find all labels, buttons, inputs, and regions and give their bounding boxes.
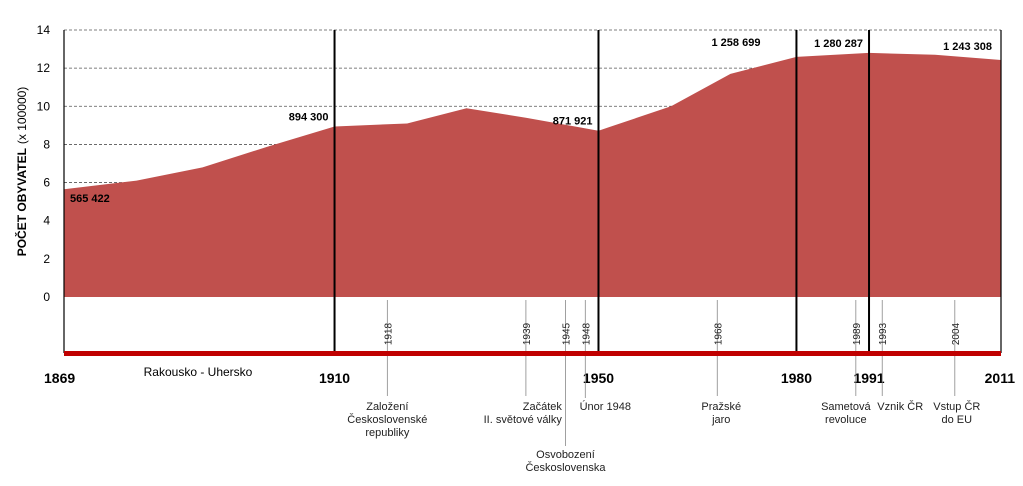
y-tick-label: 10 [37, 99, 51, 113]
event-year-label: 1918 [383, 322, 394, 345]
event-year-label: 1945 [561, 322, 572, 345]
event-year-label: 2004 [951, 322, 962, 345]
event-description: II. světové války [484, 414, 563, 426]
y-tick-label: 8 [43, 137, 50, 151]
y-axis-unit: (x 100000) [15, 87, 29, 144]
event-description: Začátek [523, 401, 563, 413]
event-year-label: 1939 [522, 322, 533, 345]
data-label: 894 300 [289, 112, 329, 124]
event-description: Československé [347, 413, 427, 426]
era-year-label: 1950 [583, 370, 614, 386]
y-tick-label: 14 [37, 23, 51, 37]
timeline-bar [64, 351, 1001, 356]
data-label: 565 422 [70, 193, 110, 205]
event-description: revoluce [825, 414, 867, 426]
event-description: Pražské [701, 401, 741, 413]
event-description: Založení [366, 401, 408, 413]
era-year-label: 1910 [319, 370, 350, 386]
event-description: Únor 1948 [580, 400, 631, 413]
population-area [64, 52, 1001, 298]
y-axis-title: POČET OBYVATEL [14, 148, 29, 256]
data-label: 1 258 699 [712, 37, 761, 49]
era-boundaries: 1869 1910 1950 1980 1991 2011 [44, 30, 1015, 386]
y-tick-label: 2 [43, 252, 50, 266]
period-label: Rakousko - Uhersko [144, 365, 253, 379]
event-year-label: 1989 [852, 322, 863, 345]
event-description: jaro [711, 414, 730, 426]
y-tick-label: 6 [43, 176, 50, 190]
era-year-label: 1980 [781, 370, 812, 386]
y-axis-ticks: 0 2 4 6 8 10 12 14 [37, 23, 51, 304]
event-year-label: 1993 [878, 322, 889, 345]
era-year-label: 1991 [853, 370, 884, 386]
data-label: 871 921 [553, 116, 593, 128]
y-axis-label: POČET OBYVATEL (x 100000) [14, 87, 29, 257]
data-label: 1 243 308 [943, 41, 992, 53]
event-description: Československa [525, 461, 606, 474]
era-year-label: 1869 [44, 370, 75, 386]
event-description: Vstup ČR [933, 400, 980, 413]
era-year-label: 2011 [985, 370, 1016, 386]
event-description: Sametová [821, 401, 871, 413]
y-tick-label: 4 [43, 214, 50, 228]
event-description: Osvobození [536, 449, 595, 461]
event-description: do EU [942, 414, 973, 426]
event-description: Vznik ČR [877, 400, 923, 413]
event-year-label: 1948 [581, 322, 592, 345]
event-description: republiky [365, 427, 410, 439]
data-label: 1 280 287 [814, 38, 863, 50]
y-tick-label: 0 [43, 290, 50, 304]
event-year-label: 1968 [713, 322, 724, 345]
y-tick-label: 12 [37, 61, 51, 75]
data-labels: 565 422 894 300 871 921 1 258 699 1 280 287 1… [70, 37, 992, 205]
